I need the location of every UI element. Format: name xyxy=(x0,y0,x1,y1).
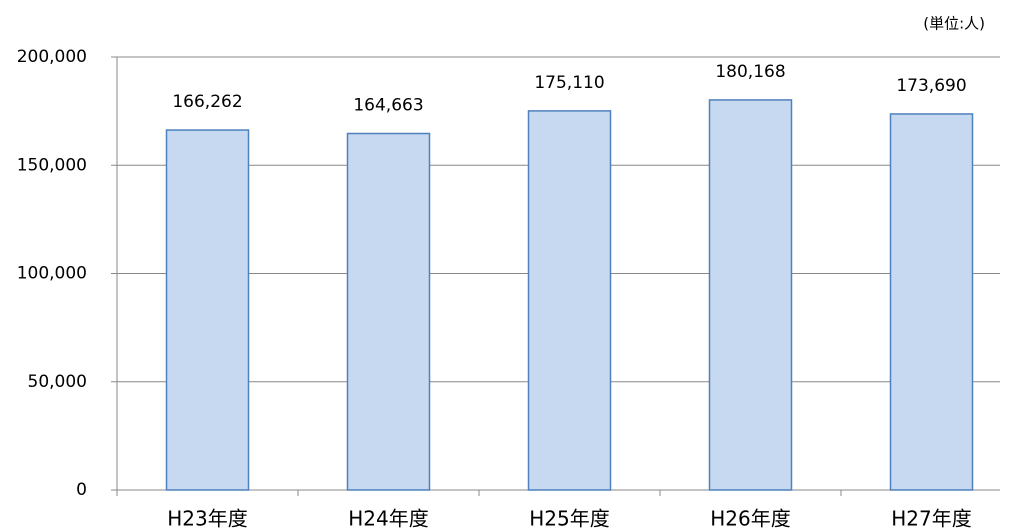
value-label: 175,110 xyxy=(534,73,604,93)
x-tick-label: H25年度 xyxy=(529,507,610,531)
y-tick-label: 200,000 xyxy=(17,47,87,67)
x-tick-label: H26年度 xyxy=(710,507,791,531)
bar xyxy=(346,132,431,491)
value-label: 164,663 xyxy=(353,96,423,116)
value-label: 173,690 xyxy=(896,76,966,96)
y-tick-label: 150,000 xyxy=(17,155,87,175)
bar xyxy=(165,129,250,491)
x-tick-label: H24年度 xyxy=(348,507,429,531)
bar xyxy=(708,99,793,491)
bar xyxy=(527,110,612,491)
unit-annotation: (単位:人) xyxy=(923,15,985,33)
x-tick-label: H23年度 xyxy=(167,507,248,531)
y-tick-label: 0 xyxy=(76,480,87,500)
value-label: 166,262 xyxy=(172,92,242,112)
x-tick-label: H27年度 xyxy=(891,507,972,531)
value-label: 180,168 xyxy=(715,62,785,82)
y-tick-label: 100,000 xyxy=(17,264,87,284)
bar xyxy=(889,113,974,491)
y-tick-label: 50,000 xyxy=(28,372,87,392)
